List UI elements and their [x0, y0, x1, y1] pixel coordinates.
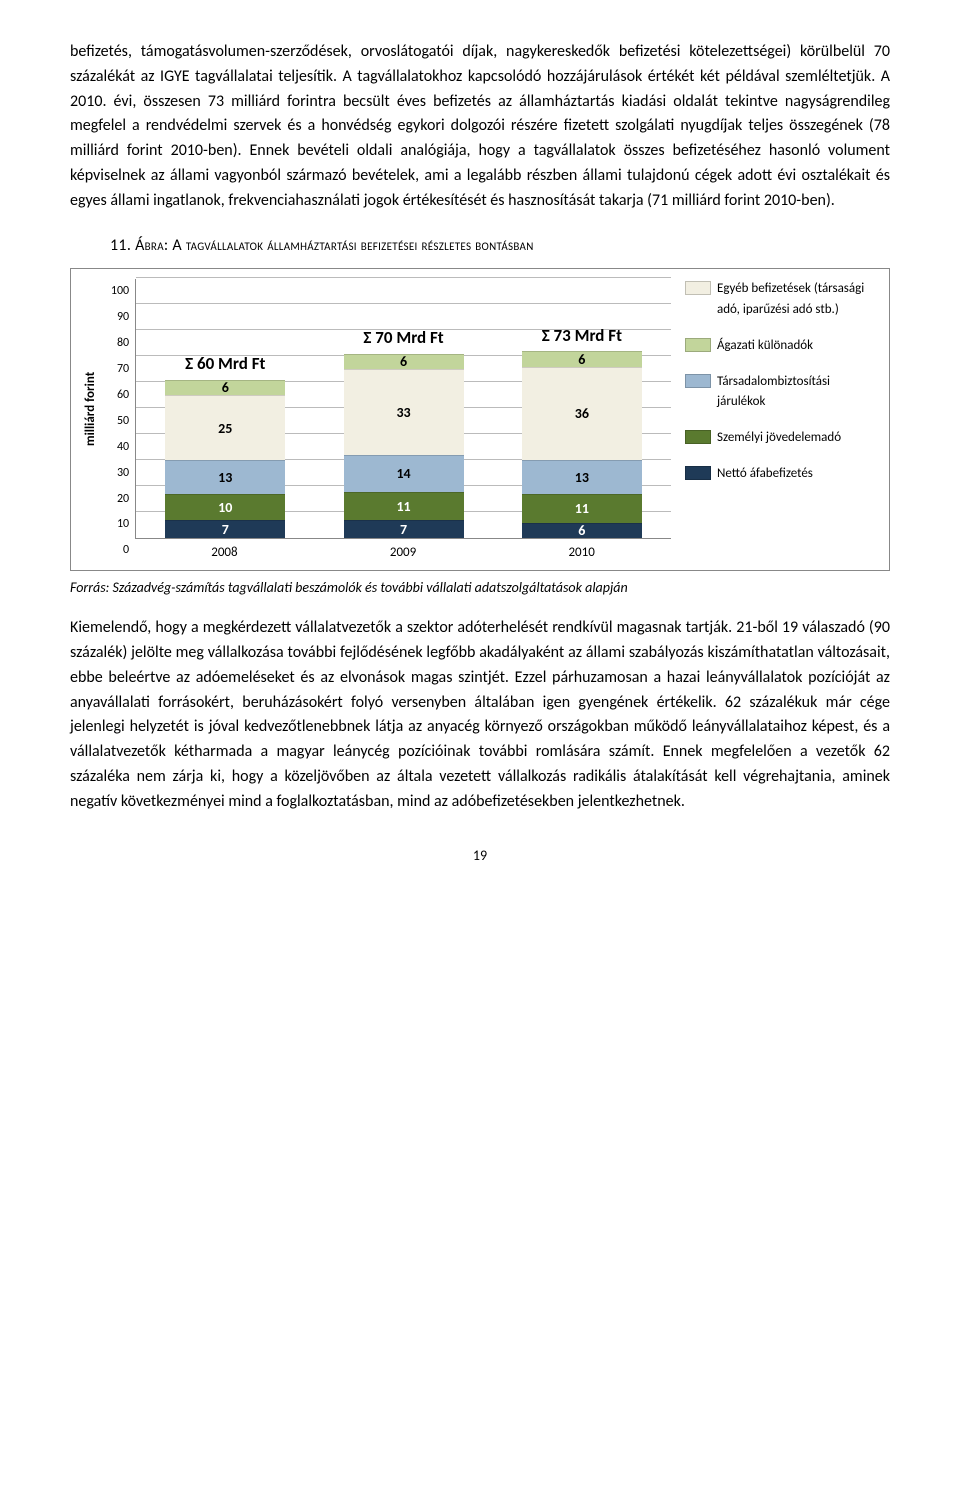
chart-x-axis: 2008 2009 2010	[135, 539, 671, 563]
bar-segment: 6	[165, 380, 285, 396]
y-tick-label: 50	[103, 415, 129, 416]
bar-segment: 7	[165, 520, 285, 538]
page-number: 19	[70, 845, 890, 867]
body-paragraph-1: befizetés, támogatásvolumen-szerződések,…	[70, 40, 890, 214]
legend-swatch	[685, 430, 711, 444]
y-tick-label: 90	[103, 311, 129, 312]
chart-container: milliárd forint 0 10 20 30 40 50 60 70 80 90 100 Σ…	[70, 268, 890, 570]
chart-plot-area: Σ 60 Mrd Ft62513107Σ 70 Mrd Ft63314117Σ …	[135, 279, 671, 539]
legend-label: Nettó áfabefizetés	[717, 464, 813, 484]
legend-label: Társadalombiztosítási járulékok	[717, 372, 881, 412]
legend-swatch	[685, 466, 711, 480]
legend-item: Személyi jövedelemadó	[685, 428, 881, 448]
bar-segment: 13	[522, 460, 642, 494]
y-tick-label: 40	[103, 441, 129, 442]
bar-segment: 10	[165, 494, 285, 520]
chart-y-axis: 0102030405060708090100	[103, 279, 135, 539]
chart-y-axis-label: milliárd forint	[79, 279, 103, 539]
bar-group: Σ 60 Mrd Ft62513107	[165, 380, 285, 539]
bar-total-label: Σ 60 Mrd Ft	[185, 351, 265, 377]
chart-legend: Egyéb befizetések (társasági adó, iparűz…	[671, 279, 881, 484]
legend-label: Ágazati különadók	[717, 336, 813, 356]
bar-segment: 36	[522, 367, 642, 461]
bar-group: Σ 73 Mrd Ft63613116	[522, 351, 642, 538]
bar-segment: 33	[344, 369, 464, 455]
bar-segment: 13	[165, 460, 285, 494]
bar-segment: 6	[522, 351, 642, 367]
figure-caption: 11. Ábra: A tagvállalatok államháztartás…	[110, 234, 890, 259]
bar-segment: 7	[344, 520, 464, 538]
legend-item: Társadalombiztosítási járulékok	[685, 372, 881, 412]
body-paragraph-2: Kiemelendő, hogy a megkérdezett vállalat…	[70, 616, 890, 814]
bar-total-label: Σ 73 Mrd Ft	[542, 323, 622, 349]
legend-item: Egyéb befizetések (társasági adó, iparűz…	[685, 279, 881, 319]
y-tick-label: 60	[103, 389, 129, 390]
bar-segment: 6	[522, 523, 642, 539]
bar-group: Σ 70 Mrd Ft63314117	[344, 354, 464, 539]
bar-segment: 25	[165, 395, 285, 460]
gridline	[136, 303, 671, 304]
x-tick-label: 2010	[522, 543, 642, 563]
y-tick-label: 30	[103, 467, 129, 468]
x-tick-label: 2009	[343, 543, 463, 563]
y-tick-label: 70	[103, 363, 129, 364]
legend-label: Személyi jövedelemadó	[717, 428, 841, 448]
bar-segment: 6	[344, 354, 464, 370]
y-tick-label: 0	[103, 544, 129, 545]
legend-item: Nettó áfabefizetés	[685, 464, 881, 484]
y-tick-label: 10	[103, 518, 129, 519]
legend-swatch	[685, 338, 711, 352]
y-tick-label: 100	[103, 285, 129, 286]
legend-label: Egyéb befizetések (társasági adó, iparűz…	[717, 279, 881, 319]
legend-item: Ágazati különadók	[685, 336, 881, 356]
bar-segment: 14	[344, 455, 464, 491]
y-tick-label: 20	[103, 493, 129, 494]
y-tick-label: 80	[103, 337, 129, 338]
legend-swatch	[685, 281, 711, 295]
legend-swatch	[685, 374, 711, 388]
x-tick-label: 2008	[164, 543, 284, 563]
chart-source-note: Forrás: Századvég-számítás tagvállalati …	[70, 577, 890, 599]
bar-segment: 11	[522, 494, 642, 523]
bar-segment: 11	[344, 492, 464, 521]
bar-total-label: Σ 70 Mrd Ft	[363, 325, 443, 351]
gridline	[136, 277, 671, 278]
